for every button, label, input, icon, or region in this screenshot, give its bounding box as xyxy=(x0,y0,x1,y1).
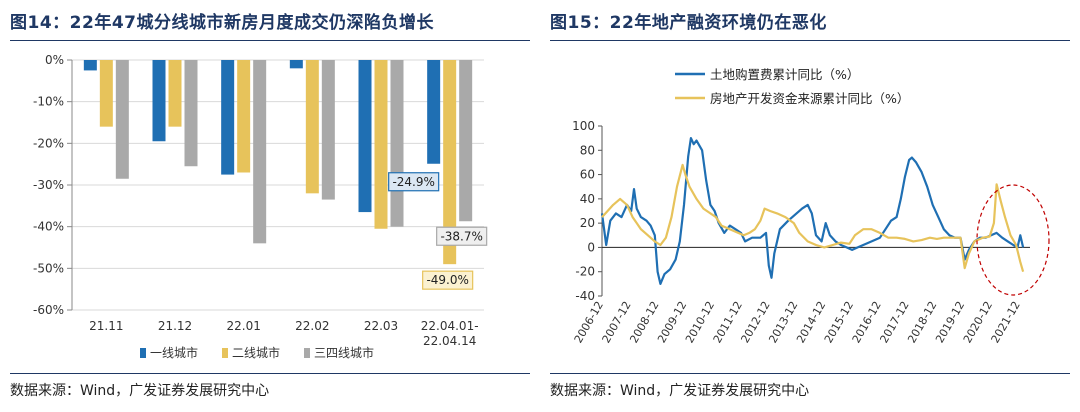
bar-一线城市 xyxy=(358,60,372,213)
legend-label: 一线城市 xyxy=(150,345,198,360)
right-figure-panel: 图15：22年地产融资环境仍在恶化 100 80 60 40 20 0 -20 -40 2006… xyxy=(540,0,1080,412)
highlight-ellipse xyxy=(976,184,1050,296)
legend-label: 二线城市 xyxy=(232,345,280,360)
y-tick-label: -20% xyxy=(33,136,64,150)
bar-二线城市 xyxy=(443,60,457,265)
left-source-rule xyxy=(10,373,530,374)
left-figure-title: 图14：22年47城分线城市新房月度成交仍深陷负增长 xyxy=(10,13,434,33)
x-tick-label: 22.04.01- xyxy=(421,319,479,333)
y-tick-label: 0% xyxy=(45,53,64,67)
legend-swatch xyxy=(140,348,146,358)
legend-label: 房地产开发资金来源累计同比（%） xyxy=(710,91,909,106)
right-source-rule xyxy=(550,373,1070,374)
bar-二线城市 xyxy=(99,60,113,127)
bar-一线城市 xyxy=(427,60,441,164)
bar-二线城市 xyxy=(237,60,251,173)
bar-一线城市 xyxy=(152,60,166,142)
bar-三四线城市 xyxy=(184,60,198,167)
x-tick-label: 22.03 xyxy=(364,319,398,333)
bar-三四线城市 xyxy=(321,60,335,200)
y-tick-label: -40% xyxy=(33,220,64,234)
bar-三四线城市 xyxy=(459,60,473,222)
right-source-note: 数据来源：Wind，广发证券发展研究中心 xyxy=(550,383,810,399)
bar-一线城市 xyxy=(83,60,97,71)
left-figure-panel: 图14：22年47城分线城市新房月度成交仍深陷负增长 0% -10% -20% -30… xyxy=(10,13,530,399)
y-tick-label: -30% xyxy=(33,178,64,192)
series-line-land-purchase xyxy=(600,137,1025,285)
y-tick-label: 100 xyxy=(572,119,595,133)
data-label-text: -24.9% xyxy=(392,175,434,189)
line-chart: 100806040200-20-402006-122007-122008-122… xyxy=(572,67,1050,345)
x-tick-label: 22.02 xyxy=(295,319,329,333)
bar-二线城市 xyxy=(374,60,388,229)
data-label-三四线城市: -38.7% xyxy=(436,226,488,246)
bar-chart: 0% -10% -20% -30% -40% -50% -60% 21.11 21.12 22.0… xyxy=(33,53,488,360)
x-tick-label: 21.11 xyxy=(89,319,123,333)
y-tick-label: -40 xyxy=(575,289,595,303)
y-tick-label: 60 xyxy=(580,168,595,182)
bar-一线城市 xyxy=(289,60,303,69)
data-label-二线城市: -49.0% xyxy=(422,270,474,290)
x-tick-label: 22.01 xyxy=(226,319,260,333)
y-tick-label: 80 xyxy=(580,143,595,157)
bar-二线城市 xyxy=(305,60,319,194)
y-tick-label: -60% xyxy=(33,303,64,317)
x-tick-label: 22.04.14 xyxy=(423,334,476,348)
data-label-box xyxy=(388,172,440,192)
legend-swatch xyxy=(304,348,310,358)
bar-二线城市 xyxy=(168,60,182,127)
legend-label: 三四线城市 xyxy=(314,345,374,360)
data-label-box xyxy=(436,226,488,246)
y-tick-label: -20 xyxy=(575,265,595,279)
data-label-一线城市: -24.9% xyxy=(388,172,440,192)
x-tick-label: 21.12 xyxy=(158,319,192,333)
right-title-rule xyxy=(550,40,1070,41)
bar-三四线城市 xyxy=(115,60,129,179)
bar-三四线城市 xyxy=(390,60,404,227)
y-tick-label: 40 xyxy=(580,192,595,206)
data-label-text: -38.7% xyxy=(440,229,482,243)
bar-一线城市 xyxy=(221,60,235,175)
y-tick-label: 20 xyxy=(580,216,595,230)
series-line-funding-source xyxy=(601,163,1025,273)
legend-swatch xyxy=(222,348,228,358)
y-tick-label: -50% xyxy=(33,261,64,275)
legend-label: 土地购置费累计同比（%） xyxy=(710,67,859,82)
data-label-box xyxy=(422,270,474,290)
right-figure-title: 图15：22年地产融资环境仍在恶化 xyxy=(550,13,827,33)
y-tick-label: -10% xyxy=(33,95,64,109)
data-label-text: -49.0% xyxy=(426,273,468,287)
bar-三四线城市 xyxy=(253,60,267,244)
left-source-note: 数据来源：Wind，广发证券发展研究中心 xyxy=(10,383,270,399)
y-tick-label: 0 xyxy=(587,240,595,254)
left-title-rule xyxy=(10,40,530,41)
